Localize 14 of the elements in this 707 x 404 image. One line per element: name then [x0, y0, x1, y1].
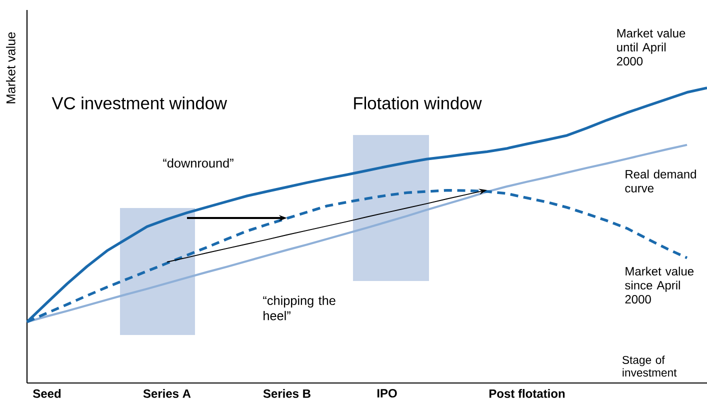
annotation: VC investment window — [52, 96, 228, 110]
x-axis-title: Stage of investment — [622, 356, 677, 377]
x-tick-label: Post flotation — [489, 389, 565, 398]
series-label: Market value since April 2000 — [625, 266, 694, 304]
x-tick-label: Series B — [263, 389, 310, 398]
x-tick-label: Series A — [143, 389, 191, 398]
text: Market value until April 2000 — [616, 28, 686, 66]
x-tick-label: IPO — [377, 389, 397, 398]
series-label: Real demand curve — [625, 170, 696, 192]
annotation: Flotation window — [354, 96, 482, 110]
annotation: “downround” — [163, 158, 234, 168]
annotation: “chipping the heel” — [263, 296, 336, 320]
x-tick-label: Seed — [33, 389, 61, 398]
y-axis-title: Market value — [6, 32, 16, 104]
